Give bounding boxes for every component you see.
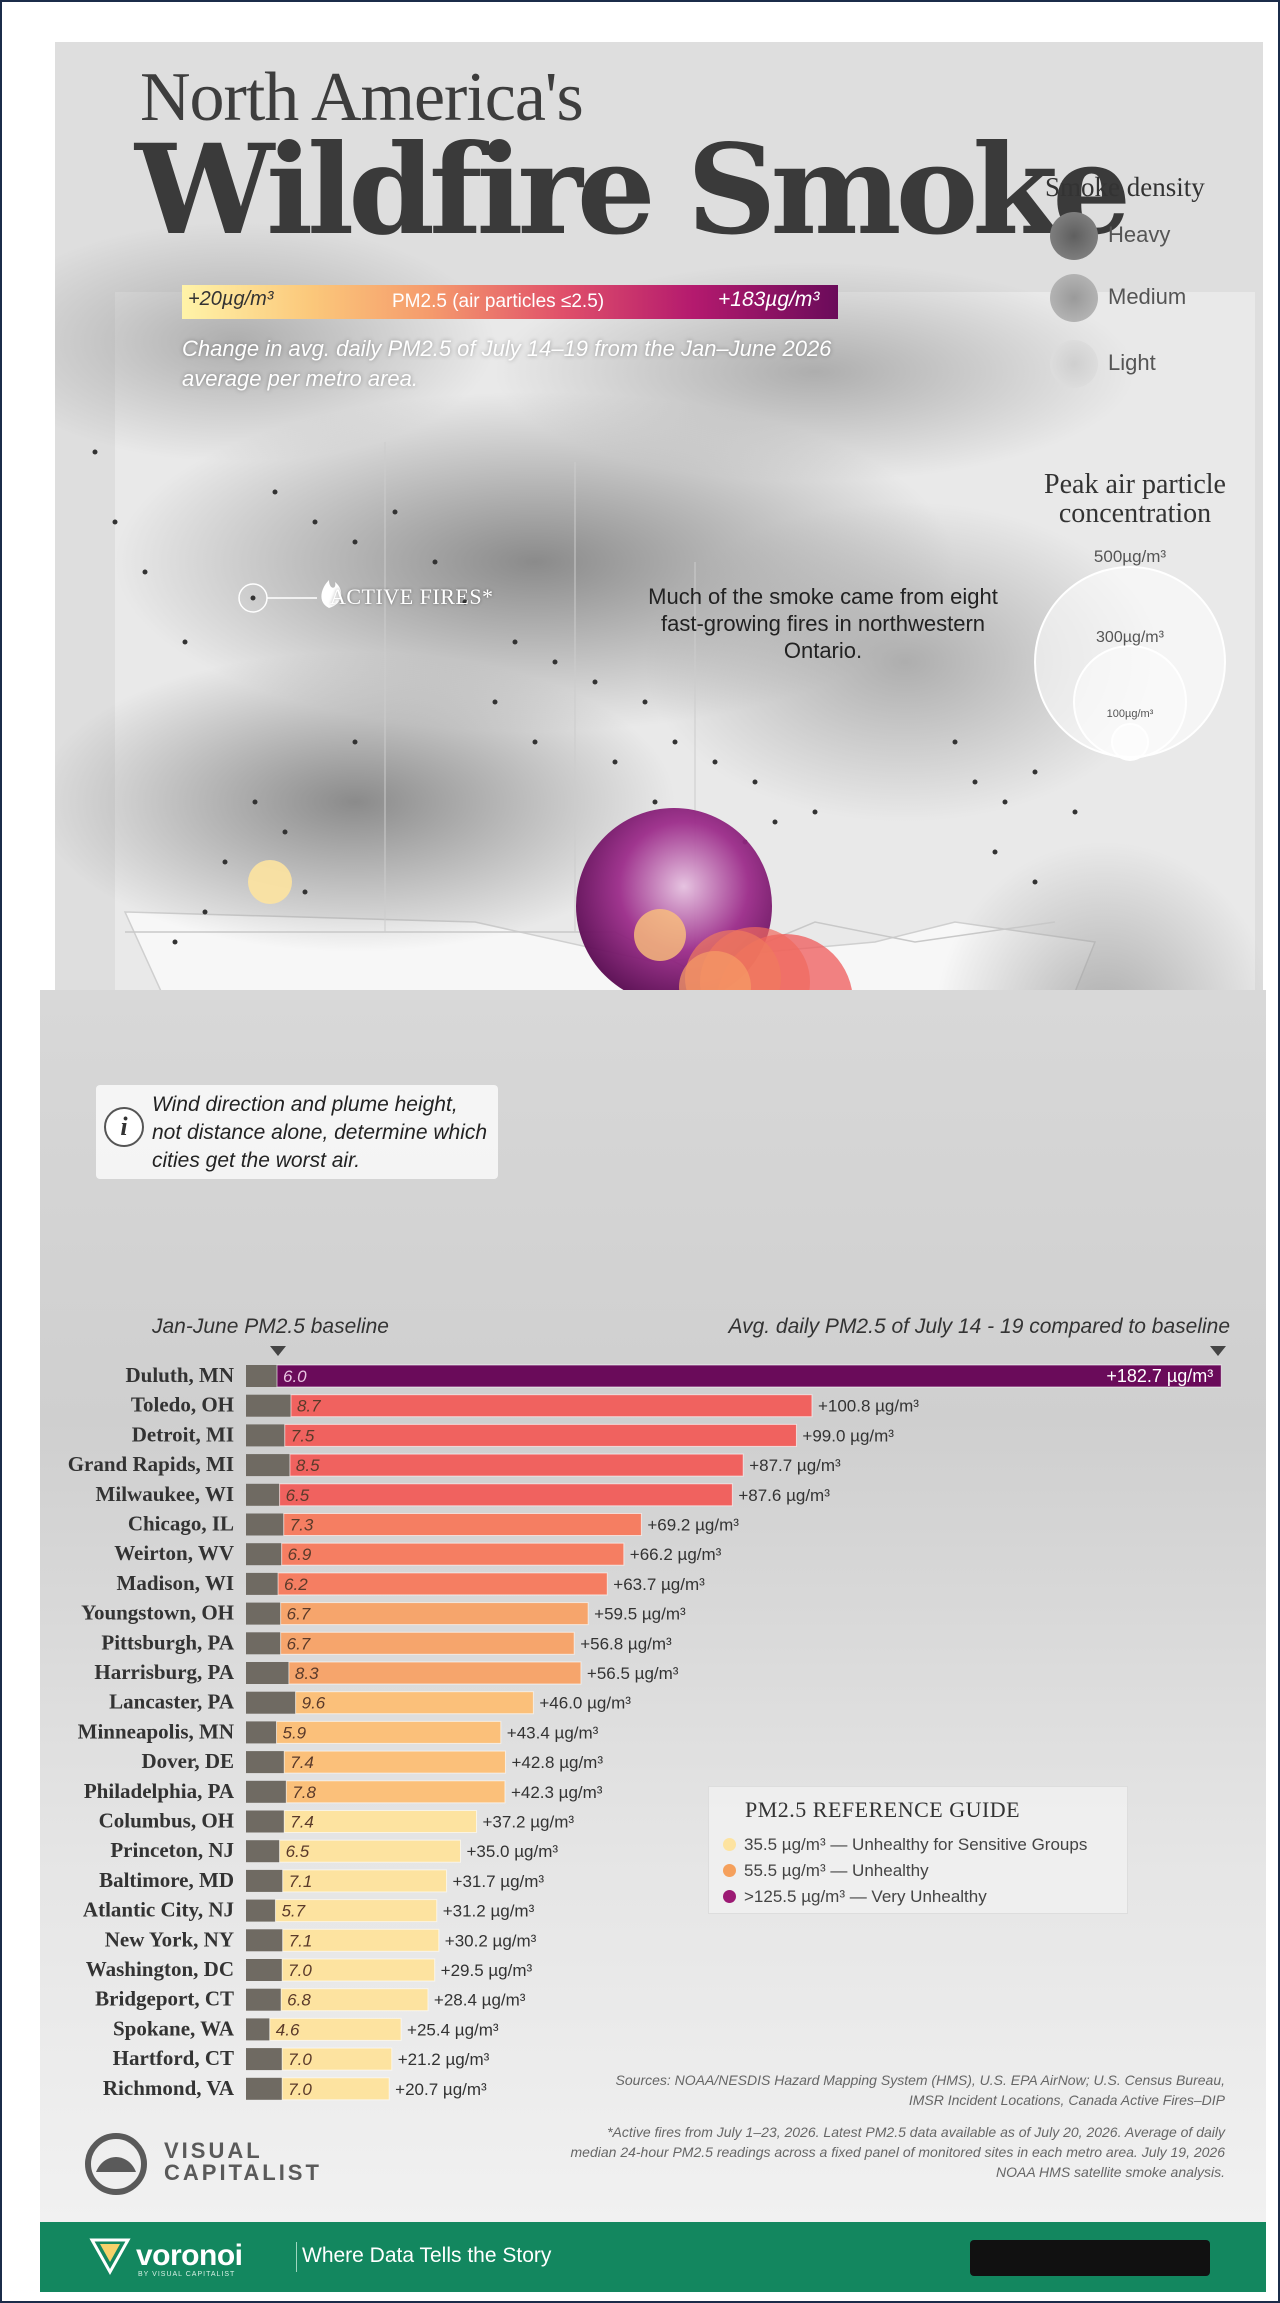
voronoi-logo-icon	[89, 2238, 131, 2276]
footer-bar: voronoi BY VISUAL CAPITALIST Where Data …	[40, 2222, 1266, 2292]
vc-emblem-icon	[85, 2133, 147, 2195]
reference-item-very-unhealthy: >125.5 µg/m³ — Very Unhealthy	[723, 1887, 987, 1907]
density-item-medium: Medium	[1050, 274, 1270, 322]
reference-item-sensitive: 35.5 µg/m³ — Unhealthy for Sensitive Gro…	[723, 1835, 1087, 1855]
reference-label-unhealthy: 55.5 µg/m³ — Unhealthy	[744, 1861, 929, 1880]
reference-label-very-unhealthy: >125.5 µg/m³ — Very Unhealthy	[744, 1887, 987, 1906]
density-swatch-medium	[1050, 274, 1098, 322]
footnote: *Active fires from July 1–23, 2026. Late…	[570, 2124, 1225, 2180]
smoke-density-title: Smoke density	[1045, 172, 1205, 202]
change-header: Avg. daily PM2.5 of July 14 - 19 compare…	[728, 1315, 1230, 1338]
peak-label-300: 300µg/m³	[1096, 629, 1165, 646]
peak-label-500: 500µg/m³	[1094, 547, 1166, 566]
baseline-marker-icon	[270, 1346, 286, 1356]
info-text: Wind direction and plume height, not dis…	[152, 1093, 488, 1172]
reference-item-unhealthy: 55.5 µg/m³ — Unhealthy	[723, 1861, 929, 1881]
info-icon: i	[104, 1107, 144, 1147]
title-line-1: North America's	[140, 59, 584, 136]
footer-tagline: Where Data Tells the Story	[302, 2244, 552, 2267]
chart-background	[40, 990, 1266, 2222]
map-annotation: Much of the smoke came from eight fast-g…	[648, 584, 998, 663]
change-marker-icon	[1210, 1346, 1226, 1356]
density-swatch-light	[1050, 340, 1098, 388]
reference-dot-unhealthy	[723, 1864, 736, 1877]
sources-note: Sources: NOAA/NESDIS Hazard Mapping Syst…	[615, 2072, 1225, 2108]
density-swatch-heavy	[1050, 212, 1098, 260]
scale-max-label: +183µg/m³	[718, 288, 820, 311]
info-callout: i Wind direction and plume height, not d…	[96, 1085, 498, 1179]
vc-wordmark-line-2: CAPITALIST	[164, 2160, 322, 2185]
active-fires-label: ACTIVE FIRES*	[330, 584, 494, 609]
density-label-medium: Medium	[1108, 284, 1187, 309]
reference-guide: PM2.5 REFERENCE GUIDE 35.5 µg/m³ — Unhea…	[708, 1786, 1128, 1914]
vc-wordmark-line-1: VISUAL	[164, 2138, 263, 2163]
visual-capitalist-logo: VISUAL CAPITALIST	[76, 2132, 336, 2196]
reference-guide-title: PM2.5 REFERENCE GUIDE	[745, 1797, 1021, 1822]
title-line-2: Wildfire Smoke	[135, 118, 1131, 263]
density-label-heavy: Heavy	[1108, 222, 1171, 247]
scale-mid-label: PM2.5 (air particles ≤2.5)	[392, 291, 605, 312]
peak-label-100: 100µg/m³	[1107, 708, 1154, 720]
subtitle: Change in avg. daily PM2.5 of July 14–19…	[182, 336, 832, 391]
footer-divider	[296, 2242, 297, 2272]
redacted-badge	[970, 2240, 1210, 2276]
density-item-light: Light	[1050, 340, 1270, 388]
voronoi-wordmark: voronoi	[136, 2239, 243, 2272]
reference-dot-very-unhealthy	[723, 1890, 736, 1903]
peak-concentration-title: Peak air particle concentration	[1044, 469, 1226, 529]
vc-wordmark: VISUAL CAPITALIST	[164, 2140, 322, 2184]
baseline-header: Jan-June PM2.5 baseline	[152, 1315, 389, 1338]
scale-min-label: +20µg/m³	[188, 288, 274, 310]
reference-label-sensitive: 35.5 µg/m³ — Unhealthy for Sensitive Gro…	[744, 1835, 1088, 1854]
voronoi-subtext: BY VISUAL CAPITALIST	[138, 2271, 236, 2278]
density-label-light: Light	[1108, 350, 1156, 375]
pm25-color-scale	[182, 285, 838, 319]
density-item-heavy: Heavy	[1050, 212, 1270, 260]
reference-dot-sensitive	[723, 1838, 736, 1851]
